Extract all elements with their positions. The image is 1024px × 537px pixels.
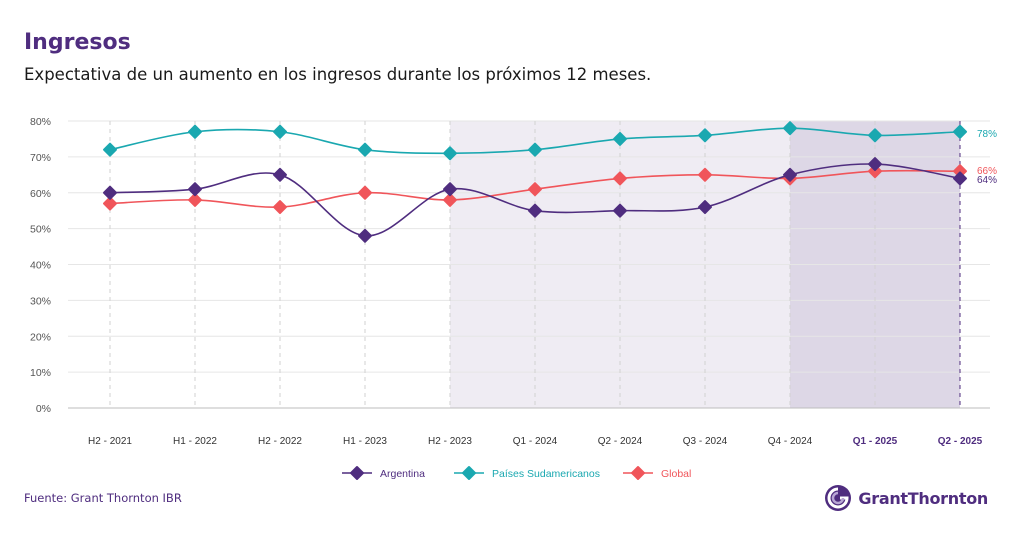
y-tick-label: 20% — [30, 331, 51, 343]
data-point — [443, 146, 457, 161]
y-tick-label: 50% — [30, 224, 51, 236]
data-point — [358, 142, 372, 157]
y-tick-label: 10% — [30, 367, 51, 379]
end-value-label: 64% — [977, 175, 997, 186]
data-point — [358, 228, 372, 243]
data-point — [528, 203, 542, 218]
x-tick-label: H1 - 2022 — [173, 436, 217, 447]
data-point — [613, 171, 627, 186]
data-point — [868, 157, 882, 172]
data-point — [528, 182, 542, 197]
x-tick-label: Q1 - 2025 — [853, 436, 898, 447]
x-tick-label: Q3 - 2024 — [683, 436, 728, 447]
end-value-label: 66% — [977, 166, 997, 177]
x-tick-label: H2 - 2021 — [88, 436, 132, 447]
data-point — [103, 196, 117, 211]
data-point — [698, 128, 712, 143]
x-tick-label: Q1 - 2024 — [513, 436, 558, 447]
data-point — [273, 124, 287, 139]
legend-label: Países Sudamericanos — [492, 468, 600, 480]
legend-marker — [631, 466, 645, 480]
data-point — [273, 167, 287, 182]
legend-label: Argentina — [380, 468, 425, 480]
data-point — [528, 142, 542, 157]
data-point — [868, 128, 882, 143]
legend-marker — [462, 466, 476, 480]
x-tick-label: Q4 - 2024 — [768, 436, 813, 447]
data-point — [953, 124, 967, 139]
data-point — [188, 192, 202, 207]
legend-label: Global — [661, 468, 691, 480]
y-tick-label: 0% — [36, 403, 51, 415]
data-point — [698, 200, 712, 215]
brand-logo: GrantThornton — [824, 484, 988, 512]
data-point — [273, 200, 287, 215]
y-tick-label: 30% — [30, 295, 51, 307]
x-tick-label: Q2 - 2025 — [938, 436, 983, 447]
data-point — [953, 171, 967, 186]
data-point — [443, 182, 457, 197]
x-tick-label: H2 - 2023 — [428, 436, 472, 447]
y-tick-label: 60% — [30, 188, 51, 200]
legend-marker — [350, 466, 364, 480]
data-point — [358, 185, 372, 200]
x-tick-label: H2 - 2022 — [258, 436, 302, 447]
data-point — [613, 203, 627, 218]
source-note: Fuente: Grant Thornton IBR — [24, 491, 182, 505]
data-point — [188, 182, 202, 197]
data-point — [188, 124, 202, 139]
y-tick-label: 70% — [30, 152, 51, 164]
data-point — [103, 142, 117, 157]
chart-title: Ingresos — [24, 30, 131, 55]
brand-name: GrantThornton — [858, 488, 988, 508]
data-point — [613, 131, 627, 146]
chart-subtitle: Expectativa de un aumento en los ingreso… — [24, 65, 652, 84]
data-point — [783, 167, 797, 182]
x-tick-label: Q2 - 2024 — [598, 436, 643, 447]
x-tick-label: H1 - 2023 — [343, 436, 387, 447]
data-point — [103, 185, 117, 200]
data-point — [443, 192, 457, 207]
y-tick-label: 40% — [30, 260, 51, 272]
end-value-label: 78% — [977, 129, 997, 140]
y-tick-label: 80% — [30, 116, 51, 128]
grant-thornton-logo-icon — [825, 485, 852, 511]
data-point — [698, 167, 712, 182]
data-point — [783, 121, 797, 136]
